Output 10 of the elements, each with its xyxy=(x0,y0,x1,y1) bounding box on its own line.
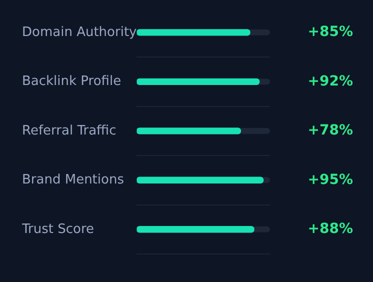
y-tick-label: Trust Score xyxy=(21,222,94,237)
data-label: +88% xyxy=(308,221,353,238)
y-tick-label: Domain Authority xyxy=(22,24,138,40)
y-tick-label: Backlink Profile xyxy=(22,74,122,90)
y-tick-label: Brand Mentions xyxy=(22,172,124,188)
data-label: +85% xyxy=(308,24,353,40)
y-tick-label: Referral Traffic xyxy=(22,123,116,138)
data-label: +92% xyxy=(308,73,353,90)
data-label: +95% xyxy=(308,172,353,188)
data-label: +78% xyxy=(308,122,353,139)
